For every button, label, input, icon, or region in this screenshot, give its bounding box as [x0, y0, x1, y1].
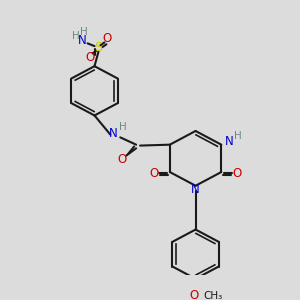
Text: O: O: [189, 289, 198, 300]
Text: H: H: [80, 27, 88, 38]
Text: N: N: [225, 134, 234, 148]
Text: O: O: [85, 51, 94, 64]
Text: H: H: [72, 31, 80, 41]
Text: CH₃: CH₃: [203, 291, 223, 300]
Text: O: O: [103, 32, 112, 45]
Text: H: H: [234, 131, 242, 142]
Text: O: O: [149, 167, 159, 180]
Text: N: N: [109, 127, 118, 140]
Text: O: O: [118, 153, 127, 166]
Text: O: O: [232, 167, 242, 180]
Text: N: N: [78, 34, 87, 47]
Text: H: H: [119, 122, 127, 132]
Text: S: S: [94, 41, 103, 54]
Text: N: N: [191, 183, 200, 196]
